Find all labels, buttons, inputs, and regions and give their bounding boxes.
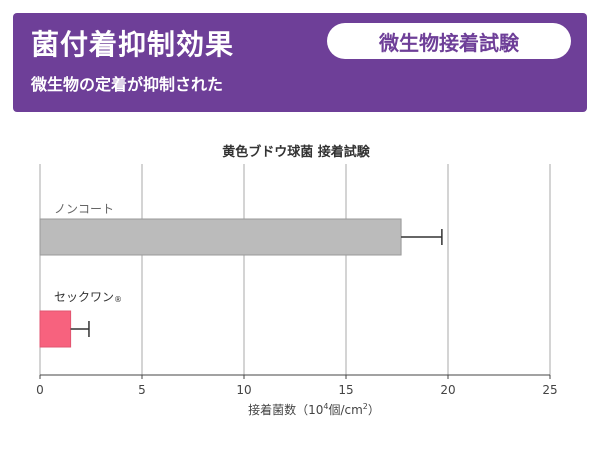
x-axis-ticks: 0 5 10 15 20 25 [36, 375, 558, 397]
category-label-sekuwan: セックワン® [54, 290, 122, 304]
test-badge: 微生物接着試験 [327, 23, 571, 59]
category-label-1: セックワン [54, 290, 114, 304]
x-tick-label-0: 0 [36, 383, 44, 397]
x-tick-label-1: 5 [138, 383, 146, 397]
category-label-0: ノンコート [54, 202, 114, 216]
x-axis-label-exp1: 4 [323, 402, 328, 411]
x-axis-label-mid: 個/cm [328, 403, 362, 417]
header-banner: 菌付着抑制効果 微生物の定着が抑制された 微生物接着試験 [13, 13, 587, 112]
category-label-noncoat: ノンコート [54, 202, 114, 216]
page-subtitle: 微生物の定着が抑制された [31, 75, 224, 94]
category-label-1-group: セックワン® [54, 290, 122, 304]
x-axis-label-exp2: 2 [363, 402, 368, 411]
bar-0 [39, 218, 402, 256]
bars [39, 218, 443, 348]
bar-1 [39, 310, 72, 348]
x-tick-label-5: 25 [542, 383, 557, 397]
x-tick-label-3: 15 [338, 383, 353, 397]
chart-title: 黄色ブドウ球菌 接着試験 [222, 144, 371, 160]
x-tick-label-4: 20 [440, 383, 455, 397]
registered-mark: ® [114, 295, 122, 304]
grid-lines [39, 164, 551, 375]
x-axis-label-suffix: ） [368, 403, 380, 417]
x-axis-label-prefix: 接着菌数（10 [248, 402, 323, 417]
x-axis-label: 接着菌数（104個/cm2） [248, 402, 380, 417]
x-tick-label-2: 10 [236, 383, 251, 397]
page-title: 菌付着抑制効果 [31, 28, 235, 61]
